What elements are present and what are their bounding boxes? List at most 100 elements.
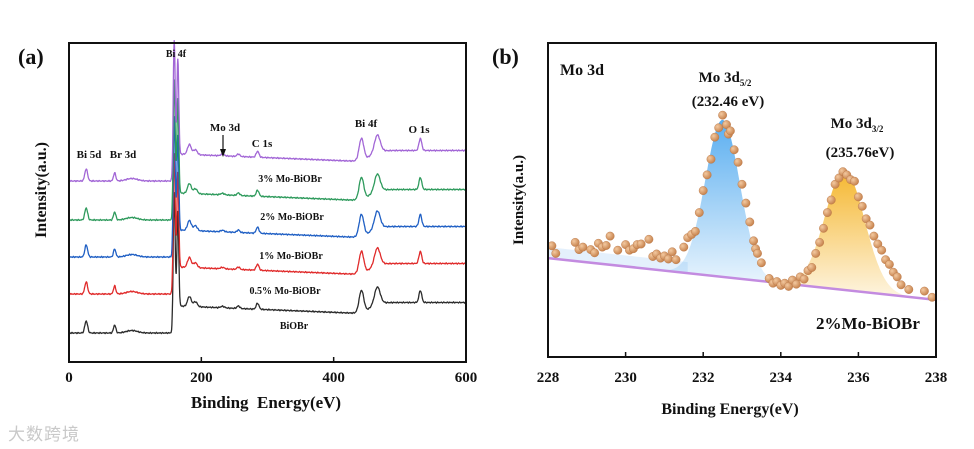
annotation-bi4f-right: Bi 4f bbox=[355, 118, 378, 130]
data-point bbox=[865, 220, 875, 230]
spectrum-line-1-mo-biobr bbox=[69, 116, 467, 259]
panel-b-fit-areas bbox=[547, 119, 948, 302]
data-point bbox=[551, 248, 561, 258]
data-point bbox=[667, 247, 677, 257]
data-point bbox=[753, 248, 762, 258]
data-point bbox=[877, 245, 887, 255]
annotation-br3d: Br 3d bbox=[110, 149, 136, 161]
data-point bbox=[830, 179, 840, 189]
x-tick-label: 400 bbox=[322, 370, 345, 386]
data-point bbox=[733, 157, 743, 167]
data-point bbox=[857, 201, 867, 211]
data-point bbox=[671, 255, 681, 265]
data-point bbox=[726, 126, 735, 136]
panel-a-x-axis-label: Binding Energy(eV) bbox=[191, 393, 341, 412]
data-point bbox=[737, 179, 747, 189]
annotation-bi5d: Bi 5d bbox=[77, 149, 102, 161]
data-point bbox=[729, 145, 739, 155]
annotation-mo3d: Mo 3d bbox=[210, 122, 240, 134]
x-tick-label: 228 bbox=[537, 370, 560, 386]
data-point bbox=[590, 248, 599, 258]
data-point bbox=[578, 242, 588, 252]
panel-a-spectra bbox=[68, 40, 467, 335]
data-point bbox=[679, 242, 689, 252]
x-tick-label: 600 bbox=[455, 370, 478, 386]
x-tick-label: 234 bbox=[770, 370, 793, 386]
data-point bbox=[850, 176, 859, 186]
data-point bbox=[644, 234, 654, 244]
data-point bbox=[854, 192, 863, 202]
data-point bbox=[718, 110, 727, 120]
data-point bbox=[791, 279, 801, 289]
peak2-energy-label: (235.76eV) bbox=[826, 145, 895, 161]
data-point bbox=[757, 258, 766, 268]
fit-peak-area-1 bbox=[633, 119, 813, 287]
series-label-biobr: BiOBr bbox=[280, 321, 309, 332]
series-label-1pct: 1% Mo-BiOBr bbox=[259, 251, 323, 262]
data-point bbox=[892, 272, 902, 282]
panel-b-sample-label: 2%Mo-BiOBr bbox=[816, 314, 920, 333]
data-point bbox=[741, 198, 751, 208]
data-point bbox=[807, 263, 817, 272]
panel-b-plot-frame bbox=[547, 42, 937, 358]
data-point bbox=[811, 248, 821, 258]
panel-a-plot-frame bbox=[68, 42, 467, 363]
annotation-bi4f-main: Bi 4f bbox=[166, 49, 187, 60]
series-label-3pct: 3% Mo-BiOBr bbox=[258, 174, 322, 185]
data-point bbox=[885, 259, 894, 269]
panel-b-x-axis-label: Binding Energy(eV) bbox=[661, 401, 798, 418]
peak1-energy-label: (232.46 eV) bbox=[692, 94, 764, 110]
data-point bbox=[691, 226, 700, 236]
x-tick-label: 238 bbox=[925, 370, 948, 386]
data-point bbox=[605, 231, 615, 241]
panel-a-x-ticks: 0 200 400 600 bbox=[65, 357, 477, 386]
shoulder-area bbox=[548, 247, 688, 274]
data-point bbox=[714, 123, 724, 133]
data-point bbox=[702, 170, 712, 180]
data-point bbox=[815, 237, 824, 247]
peak2-label: Mo 3d3/2 bbox=[831, 116, 884, 134]
panel-b-title: Mo 3d bbox=[560, 62, 604, 79]
annotation-c1s: C 1s bbox=[252, 138, 273, 150]
spectrum-line-3-mo-biobr bbox=[68, 40, 466, 183]
panel-a: (a) 0 200 400 600 Binding Energy(eV) Intens… bbox=[18, 40, 477, 412]
x-tick-label: 230 bbox=[614, 370, 637, 386]
spectrum-line-2-mo-biobr bbox=[69, 79, 467, 222]
data-point bbox=[710, 132, 720, 142]
fit-peak-area-2 bbox=[742, 170, 948, 302]
x-tick-label: 236 bbox=[847, 370, 870, 386]
panel-b: (b) 228 230 232 234 236 238 Binding Energy(eV… bbox=[492, 42, 948, 418]
series-label-0-5pct: 0.5% Mo-BiOBr bbox=[249, 286, 321, 297]
watermark: 大数跨境 bbox=[8, 425, 80, 445]
data-point bbox=[826, 195, 836, 205]
data-point bbox=[722, 120, 731, 130]
data-point bbox=[636, 239, 646, 249]
panel-a-label: (a) bbox=[18, 44, 44, 69]
data-point bbox=[694, 208, 704, 218]
data-point bbox=[698, 186, 708, 196]
x-tick-label: 232 bbox=[692, 370, 715, 386]
mo3d-arrow-icon bbox=[220, 135, 226, 157]
x-tick-label: 0 bbox=[65, 370, 73, 386]
data-point bbox=[823, 208, 832, 218]
spectrum-line-biobr bbox=[69, 192, 467, 335]
data-point bbox=[745, 217, 755, 227]
data-point bbox=[601, 241, 611, 250]
data-point bbox=[819, 223, 828, 233]
panel-b-y-axis-label: Intensity(a.u.) bbox=[511, 155, 527, 245]
series-label-2pct: 2% Mo-BiOBr bbox=[260, 212, 324, 223]
peak1-label: Mo 3d5/2 bbox=[699, 70, 752, 88]
panel-b-data-points bbox=[547, 110, 937, 302]
panel-b-label: (b) bbox=[492, 44, 519, 69]
x-tick-label: 200 bbox=[190, 370, 213, 386]
data-point bbox=[799, 274, 809, 284]
spectrum-line-0-5-mo-biobr bbox=[69, 153, 467, 296]
data-point bbox=[869, 231, 879, 241]
data-point bbox=[706, 154, 716, 164]
annotation-o1s: O 1s bbox=[408, 124, 430, 136]
background-line bbox=[547, 256, 937, 302]
data-point bbox=[834, 173, 844, 183]
panel-a-y-axis-label: Intensity(a.u.) bbox=[33, 142, 50, 238]
